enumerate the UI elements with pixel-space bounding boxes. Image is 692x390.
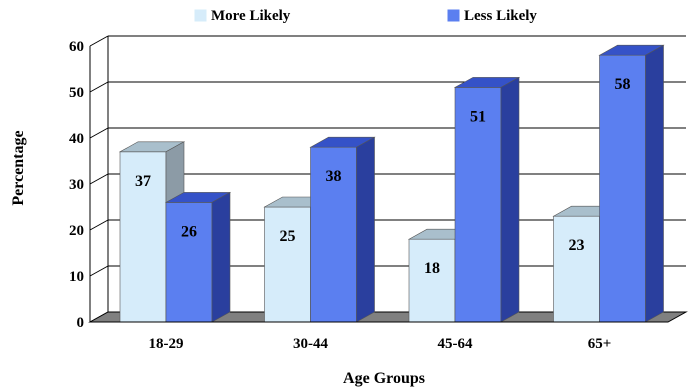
gridline-depth (89, 219, 109, 231)
gridline-depth (89, 127, 109, 139)
legend-item-more-likely: More Likely (194, 8, 291, 24)
x-tick-label: 30-44 (293, 336, 328, 352)
legend: More Likely Less Likely (194, 8, 537, 24)
data-label: 38 (326, 168, 342, 185)
legend-swatch (194, 9, 207, 22)
y-axis-title: Percentage (10, 130, 27, 205)
x-axis-title: Age Groups (343, 370, 425, 387)
gridline-depth (89, 35, 109, 47)
y-tick-label: 0 (77, 315, 85, 331)
data-label: 23 (569, 237, 585, 254)
bar-less-likely-18-29 (164, 191, 232, 323)
y-tick-label: 40 (69, 131, 84, 147)
x-tick-label: 45-64 (438, 336, 473, 352)
bar-side (500, 76, 520, 323)
bar-less-likely-30-44 (309, 136, 376, 323)
y-tick-label: 60 (69, 39, 84, 55)
data-label: 58 (615, 76, 631, 93)
bar-front (310, 146, 357, 323)
y-tick-label: 50 (69, 85, 84, 101)
bar-front (599, 54, 646, 323)
data-labels: 37 26 25 38 18 51 23 58 (135, 76, 631, 277)
bar-side (211, 191, 231, 323)
gridline-depth (89, 265, 109, 277)
bar-less-likely-65 (598, 44, 665, 323)
data-label: 37 (135, 173, 151, 190)
gridline-depth (89, 81, 109, 93)
gridline-depth (89, 173, 109, 185)
legend-item-less-likely: Less Likely (447, 8, 537, 24)
axes: 0 10 20 30 40 50 60 18-29 30-44 45-64 65+ (69, 39, 668, 352)
x-tick-label: 65+ (588, 336, 612, 352)
y-tick-label: 10 (69, 269, 84, 285)
bar-front (264, 206, 311, 323)
bar-front (408, 238, 456, 323)
bars (118, 44, 665, 323)
bar-side (645, 44, 664, 323)
bar-front (553, 215, 600, 323)
y-tick-label: 30 (69, 177, 84, 193)
legend-label: Less Likely (464, 8, 537, 24)
data-label: 18 (424, 260, 440, 277)
data-label: 25 (280, 228, 296, 245)
legend-swatch (447, 9, 460, 22)
bar-side (356, 136, 375, 323)
bar-front (165, 202, 213, 323)
data-label: 26 (181, 223, 197, 240)
bar-less-likely-45-64 (453, 76, 521, 323)
y-tick-label: 20 (69, 223, 84, 239)
data-label: 51 (470, 108, 486, 125)
legend-label: More Likely (211, 8, 291, 24)
x-tick-label: 18-29 (149, 336, 184, 352)
